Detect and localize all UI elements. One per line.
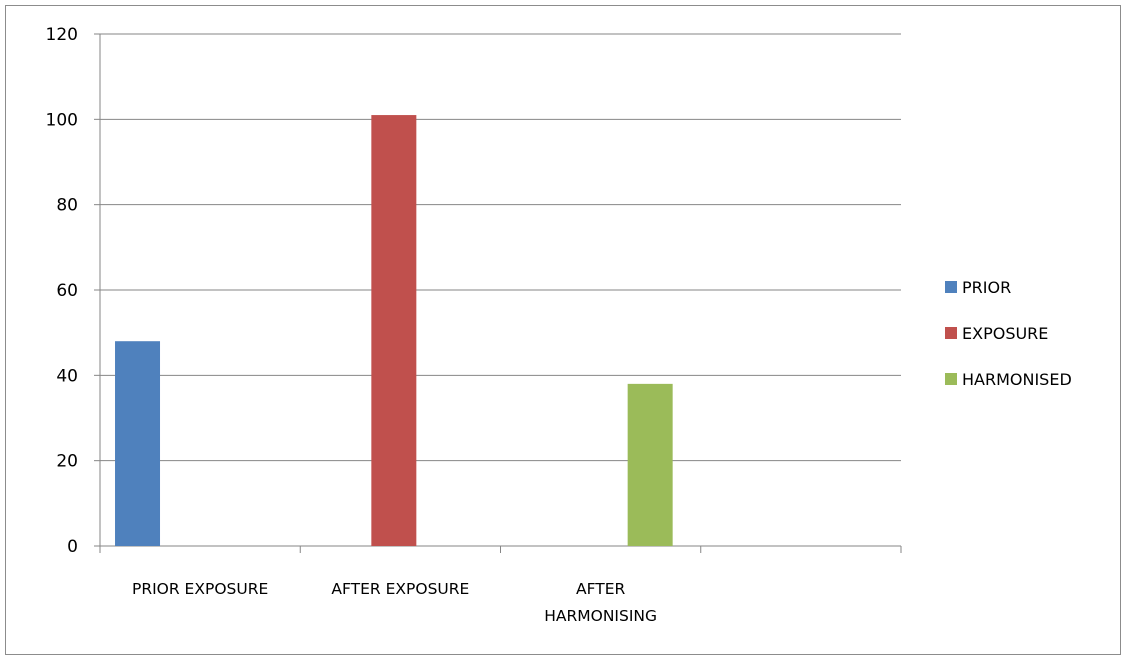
bar-prior <box>115 341 161 546</box>
bar-harmonised <box>627 383 673 546</box>
axes <box>94 33 902 553</box>
chart-frame <box>5 5 1121 655</box>
x-category-label: PRIOR EXPOSURE <box>132 580 268 598</box>
y-tick-labels: 0 20 40 60 80 100 120 <box>46 25 78 557</box>
y-tick-label: 80 <box>56 196 78 216</box>
y-tick-label: 20 <box>56 452 78 472</box>
x-category-label: AFTER EXPOSURE <box>331 580 469 598</box>
y-tick-label: 0 <box>67 537 78 557</box>
legend-swatch-prior <box>945 281 957 293</box>
legend-label-exposure: EXPOSURE <box>962 324 1048 343</box>
bars <box>115 115 673 547</box>
legend: PRIOR EXPOSURE HARMONISED <box>945 278 1072 389</box>
y-tick-label: 100 <box>46 110 78 130</box>
y-tick-label: 120 <box>46 25 78 45</box>
legend-label-prior: PRIOR <box>962 278 1011 297</box>
x-category-labels: PRIOR EXPOSURE AFTER EXPOSURE AFTER HARMONI… <box>132 580 657 625</box>
x-category-label: AFTER HARMONISING <box>544 580 657 625</box>
bar-exposure <box>371 115 417 547</box>
legend-swatch-exposure <box>945 327 957 339</box>
y-tick-label: 60 <box>56 281 78 301</box>
y-tick-label: 40 <box>56 366 78 386</box>
legend-swatch-harmonised <box>945 373 957 385</box>
legend-label-harmonised: HARMONISED <box>962 370 1072 389</box>
gridlines <box>100 33 901 462</box>
